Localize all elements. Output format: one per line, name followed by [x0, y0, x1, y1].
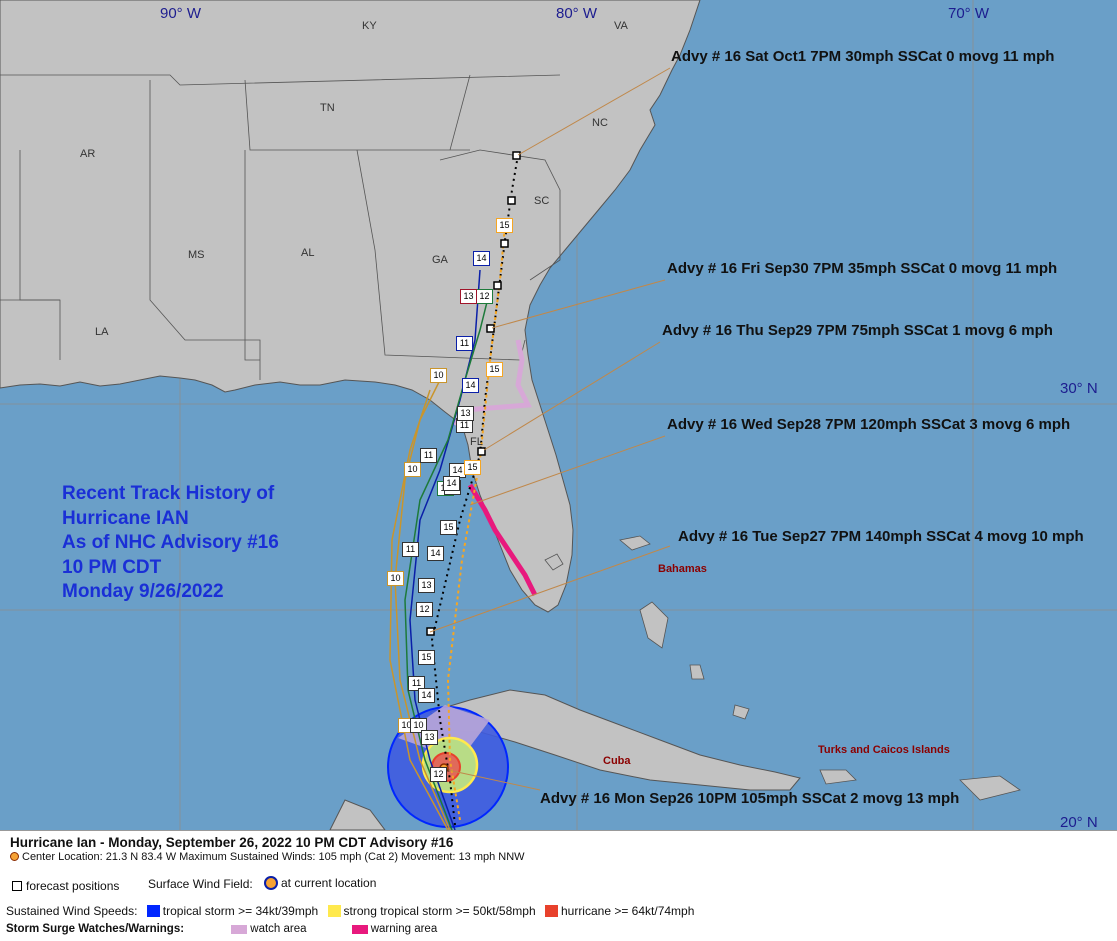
- state-label-ar: AR: [80, 148, 96, 160]
- forecast-day-label: 10: [387, 571, 404, 586]
- forecast-position-icon: [12, 881, 22, 891]
- advisory-thu-sep29: Advy # 16 Thu Sep29 7PM 75mph SSCat 1 mo…: [662, 322, 1053, 339]
- state-label-fl: FL: [470, 436, 483, 448]
- strong-tropical-storm-text: strong tropical storm >= 50kt/58mph: [343, 904, 536, 918]
- forecast-day-label: 14: [462, 378, 479, 393]
- forecast-day-label: 11: [402, 542, 419, 557]
- forecast-day-label: 11: [420, 448, 437, 463]
- country-label-bahamas: Bahamas: [658, 563, 707, 575]
- recent-track-line-4: 10 PM CDT: [62, 556, 162, 578]
- hurricane-text: hurricane >= 64kt/74mph: [560, 904, 695, 918]
- forecast-day-label: 13: [418, 578, 435, 593]
- watch-area-text: watch area: [250, 923, 307, 935]
- forecast-day-label: 15: [486, 362, 503, 377]
- lat-label-30n: 30° N: [1060, 380, 1098, 397]
- wind-field-icon: [264, 876, 278, 890]
- advisory-leader-lines: [429, 67, 671, 791]
- warning-area-text: warning area: [370, 923, 438, 935]
- forecast-day-label: 14: [443, 476, 460, 491]
- recent-track-line-1: Recent Track History of: [62, 483, 275, 504]
- recent-track-line-3: As of NHC Advisory #16: [62, 532, 279, 553]
- forecast-day-label: 13: [421, 730, 438, 745]
- recent-track-line-5: Monday 9/26/2022: [62, 581, 224, 602]
- state-label-la: LA: [95, 326, 109, 338]
- lon-label-70w: 70° W: [948, 5, 990, 22]
- state-label-va: VA: [614, 20, 628, 32]
- advisory-wed-sep28: Advy # 16 Wed Sep28 7PM 120mph SSCat 3 m…: [667, 416, 1071, 433]
- legend-surface-wind-field: Surface Wind Field:: [148, 877, 253, 891]
- state-label-ky: KY: [362, 20, 377, 32]
- at-current-location-text: at current location: [281, 876, 377, 890]
- lat-label-20n: 20° N: [1060, 814, 1098, 830]
- forecast-day-label: 13: [457, 406, 474, 421]
- hurricane-track-map: 90° W 80° W 70° W 30° N 20° N KY VA TN N…: [0, 0, 1117, 830]
- advisory-mon-sep26: Advy # 16 Mon Sep26 10PM 105mph SSCat 2 …: [540, 790, 960, 807]
- watch-area-swatch: [231, 925, 248, 934]
- legend-center-line: Center Location: 21.3 N 83.4 W Maximum S…: [10, 851, 525, 863]
- map-graphics: [0, 0, 1117, 830]
- tropical-storm-text: tropical storm >= 34kt/39mph: [162, 904, 319, 918]
- forecast-day-label: 10: [404, 462, 421, 477]
- forecast-day-label: 15: [440, 520, 457, 535]
- lon-label-90w: 90° W: [160, 5, 202, 22]
- map-legend: Hurricane Ian - Monday, September 26, 20…: [0, 830, 1117, 941]
- advisory-sat-oct1: Advy # 16 Sat Oct1 7PM 30mph SSCat 0 mov…: [671, 48, 1055, 65]
- recent-track-title: Recent Track History of Hurricane IAN As…: [62, 482, 279, 605]
- forecast-day-label: 14: [418, 688, 435, 703]
- forecast-day-label: 14: [427, 546, 444, 561]
- yucatan-landmass: [329, 799, 386, 830]
- forecast-positions-text: forecast positions: [26, 879, 120, 893]
- forecast-day-label: 11: [456, 418, 473, 433]
- center-location-text: Center Location: 21.3 N 83.4 W Maximum S…: [22, 851, 525, 863]
- forecast-day-label: 10: [430, 368, 447, 383]
- legend-title: Hurricane Ian - Monday, September 26, 20…: [10, 835, 454, 850]
- forecast-day-label: 11: [408, 676, 425, 691]
- forecast-day-label: 14: [473, 251, 490, 266]
- tropical-storm-swatch: [146, 905, 160, 917]
- advisory-tue-sep27: Advy # 16 Tue Sep27 7PM 140mph SSCat 4 m…: [678, 528, 1084, 545]
- forecast-day-label: 13: [460, 289, 477, 304]
- storm-surge-warning: [467, 483, 538, 597]
- sustained-wind-speeds-text: Sustained Wind Speeds:: [6, 904, 138, 918]
- recent-track-line-2: Hurricane IAN: [62, 507, 189, 529]
- state-label-nc: NC: [592, 117, 608, 129]
- current-center-icon: [10, 852, 19, 861]
- forecast-day-label: 15: [464, 460, 481, 475]
- advisory-fri-sep30: Advy # 16 Fri Sep30 7PM 35mph SSCat 0 mo…: [667, 260, 1058, 277]
- us-landmass: [0, 0, 701, 613]
- legend-current-location: at current location: [264, 876, 376, 890]
- forecast-day-label: 15: [418, 650, 435, 665]
- country-label-turks-caicos: Turks and Caicos Islands: [818, 744, 950, 756]
- state-label-al: AL: [301, 247, 315, 259]
- state-label-ga: GA: [432, 254, 448, 266]
- strong-tropical-storm-swatch: [327, 905, 341, 917]
- legend-storm-surge: Storm Surge Watches/Warnings: watch area…: [6, 923, 437, 935]
- forecast-day-label: 15: [496, 218, 513, 233]
- cuba-landmass: [429, 689, 801, 791]
- forecast-day-label: 10: [410, 718, 427, 733]
- bahamas-islands: [544, 535, 1021, 801]
- country-label-cuba: Cuba: [603, 755, 631, 767]
- forecast-day-label: 12: [416, 602, 433, 617]
- hurricane-swatch: [544, 905, 558, 917]
- lon-label-80w: 80° W: [556, 5, 598, 22]
- forecast-day-label: 12: [476, 289, 493, 304]
- legend-sustained-wind: Sustained Wind Speeds: tropical storm >=…: [6, 904, 694, 918]
- state-label-tn: TN: [320, 102, 335, 114]
- state-label-ms: MS: [188, 249, 205, 261]
- storm-surge-text: Storm Surge Watches/Warnings:: [6, 923, 185, 935]
- state-label-sc: SC: [534, 195, 550, 207]
- legend-forecast-positions: forecast positions: [12, 879, 119, 893]
- warning-area-swatch: [351, 925, 368, 934]
- forecast-day-label: 11: [456, 336, 473, 351]
- forecast-day-label: 12: [430, 767, 447, 782]
